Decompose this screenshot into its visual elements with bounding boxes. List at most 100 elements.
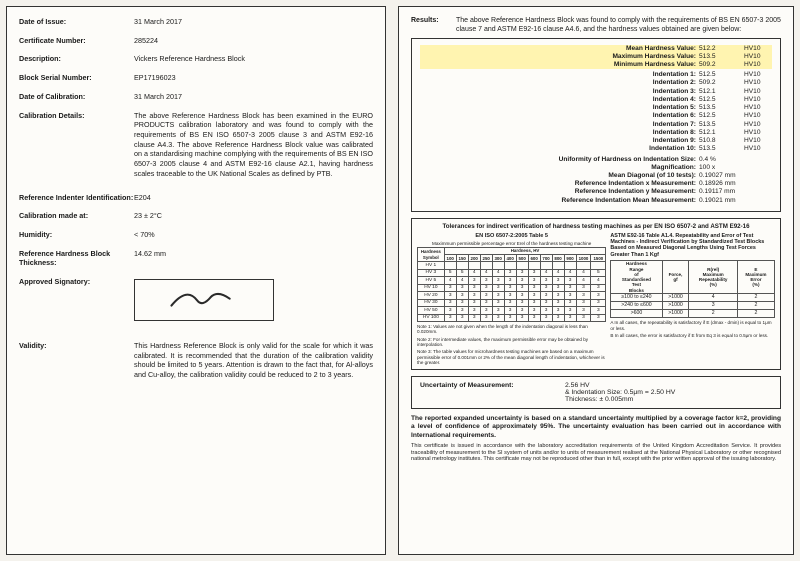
result-value: 509.2 [699, 61, 744, 69]
result-value: 512.1 [699, 88, 744, 96]
tol-right-title: ASTM E92-16 Table A1.4. Repeatability an… [610, 233, 775, 258]
result-unit: HV10 [744, 96, 772, 104]
result-value: 0.18926 mm [699, 180, 772, 188]
label: Certificate Number: [19, 36, 134, 45]
tol-left-caption: Maximmum permissible percentage error Er… [417, 241, 606, 246]
value: EP17196023 [134, 73, 373, 83]
result-label: Reference Indentation y Measurement: [575, 188, 699, 196]
result-unit: HV10 [744, 45, 772, 53]
note: B In all cases, the error is satisfactor… [610, 333, 775, 338]
note: A In all cases, the repeatability is sat… [610, 320, 775, 331]
result-value: 0.19117 mm [699, 188, 772, 196]
value: 285224 [134, 36, 373, 46]
result-label: Uniformity of Hardness on Indentation Si… [559, 156, 699, 164]
value: Vickers Reference Hardness Block [134, 54, 373, 64]
result-label: Mean Hardness Value: [626, 45, 699, 53]
uom-v2: & Indentation Size: 0.5μm = 2.50 HV [565, 389, 675, 396]
note: Note 1: Values are not given when the le… [417, 324, 606, 335]
tol-left-title: EN ISO 6507-2:2005 Table 5 [417, 233, 606, 239]
result-label: Reference Indentation Mean Measurement: [562, 197, 699, 205]
label: Description: [19, 54, 134, 63]
tolerance-box: Tolerances for indirect verification of … [411, 218, 781, 370]
result-unit: HV10 [744, 137, 772, 145]
result-label: Indentation 6: [653, 112, 699, 120]
result-value: 512.5 [699, 71, 744, 79]
results-label: Results: [411, 17, 456, 35]
result-unit: HV10 [744, 61, 772, 69]
result-unit: HV10 [744, 88, 772, 96]
result-value: 100 x [699, 164, 772, 172]
label: Approved Signatory: [19, 277, 134, 286]
label: Reference Indenter Identification: [19, 193, 134, 202]
result-label: Minimum Hardness Value: [614, 61, 699, 69]
result-unit: HV10 [744, 129, 772, 137]
result-value: 513.5 [699, 121, 744, 129]
uom-label: Uncertainty of Measurement: [420, 382, 565, 403]
label: Calibration Details: [19, 111, 134, 120]
label: Reference Hardness Block Thickness: [19, 249, 134, 267]
value: 31 March 2017 [134, 92, 373, 102]
result-label: Indentation 4: [653, 96, 699, 104]
result-label: Indentation 9: [653, 137, 699, 145]
result-value: 512.5 [699, 96, 744, 104]
result-label: Indentation 8: [653, 129, 699, 137]
result-value: 510.8 [699, 137, 744, 145]
result-value: 0.19021 mm [699, 197, 772, 205]
result-value: 0.4 % [699, 156, 772, 164]
value: 14.62 mm [134, 249, 373, 259]
result-unit: HV10 [744, 112, 772, 120]
signature-box [134, 279, 274, 321]
value: < 70% [134, 230, 373, 240]
label: Date of Issue: [19, 17, 134, 26]
result-label: Indentation 2: [653, 79, 699, 87]
result-unit: HV10 [744, 53, 772, 61]
tol-header: Tolerances for indirect verification of … [417, 223, 775, 230]
value: 31 March 2017 [134, 17, 373, 27]
value: This Hardness Reference Block is only va… [134, 341, 373, 380]
label: Date of Calibration: [19, 92, 134, 101]
tol-left-table: HardnessSymbolHardness, HV10015020025030… [417, 247, 606, 322]
label: Humidity: [19, 230, 134, 239]
result-value: 512.5 [699, 112, 744, 120]
label: Validity: [19, 341, 134, 350]
uom-v3: Thickness: ± 0.005mm [565, 396, 675, 403]
value: The above Reference Hardness Block has b… [134, 111, 373, 179]
footer-bold: The reported expanded uncertainty is bas… [411, 415, 781, 440]
result-unit: HV10 [744, 145, 772, 153]
result-value: 512.2 [699, 45, 744, 53]
results-box: Mean Hardness Value:512.2HV10Maximum Har… [411, 38, 781, 212]
result-label: Indentation 7: [653, 121, 699, 129]
note: Note 3: The table values for microhardne… [417, 349, 606, 365]
result-label: Mean Diagonal (of 10 tests): [608, 172, 699, 180]
result-unit: HV10 [744, 121, 772, 129]
uom-box: Uncertainty of Measurement: 2.56 HV & In… [411, 376, 781, 409]
result-value: 513.5 [699, 53, 744, 61]
result-label: Maximum Hardness Value: [612, 53, 699, 61]
results-text: The above Reference Hardness Block was f… [456, 17, 781, 35]
result-label: Indentation 5: [653, 104, 699, 112]
label: Calibration made at: [19, 211, 134, 220]
result-value: 509.2 [699, 79, 744, 87]
result-unit: HV10 [744, 104, 772, 112]
certificate-right-panel: Results: The above Reference Hardness Bl… [398, 6, 794, 555]
value: E204 [134, 193, 373, 203]
result-value: 513.5 [699, 104, 744, 112]
uom-v1: 2.56 HV [565, 382, 675, 389]
result-value: 0.19027 mm [699, 172, 772, 180]
footer-small: This certificate is issued in accordance… [411, 443, 781, 463]
value: 23 ± 2°C [134, 211, 373, 221]
signature-icon [159, 285, 249, 315]
certificate-left-panel: Date of Issue:31 March 2017 Certificate … [6, 6, 386, 555]
result-value: 513.5 [699, 145, 744, 153]
result-label: Indentation 1: [653, 71, 699, 79]
result-label: Reference Indentation x Measurement: [575, 180, 699, 188]
result-label: Magnification: [651, 164, 699, 172]
result-label: Indentation 10: [649, 145, 699, 153]
note: Note 2: For intermediate values, the max… [417, 337, 606, 348]
result-label: Indentation 3: [653, 88, 699, 96]
result-unit: HV10 [744, 79, 772, 87]
tol-right-table: HardnessRangeofStandardisedTestBlocksFor… [610, 260, 775, 319]
result-value: 512.1 [699, 129, 744, 137]
label: Block Serial Number: [19, 73, 134, 82]
result-unit: HV10 [744, 71, 772, 79]
